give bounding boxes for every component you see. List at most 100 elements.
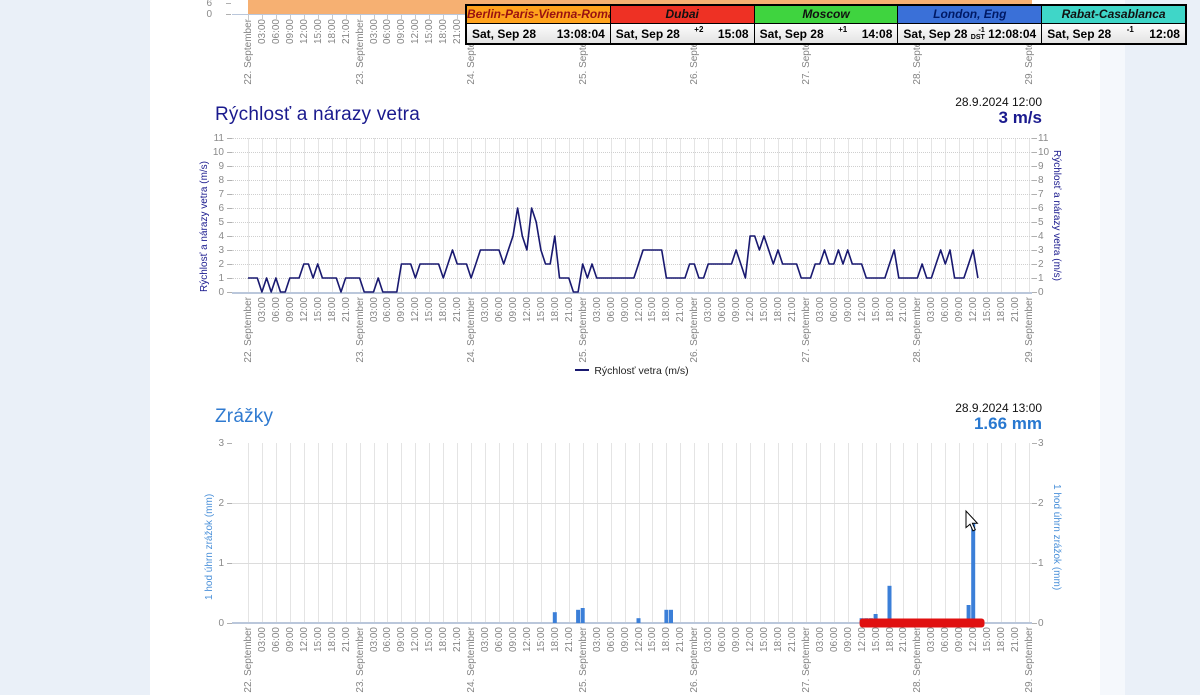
gridline-vertical [987, 138, 989, 292]
x-axis-label: 06:00 [382, 19, 394, 45]
x-axis-label: 12:00 [745, 627, 757, 653]
x-axis-label: 21:00 [898, 627, 910, 653]
wind-y-axis-label-left: Rýchlosť a nárazy vetra (m/s) [199, 160, 210, 292]
x-axis-label: 25. September [577, 627, 589, 693]
gridline-vertical [303, 443, 305, 622]
gridline-vertical [582, 443, 584, 622]
gridline-vertical [526, 443, 528, 622]
x-axis-label: 18:00 [661, 297, 673, 323]
gridline-vertical [875, 138, 877, 292]
gridline-vertical [275, 138, 277, 292]
gridline-vertical [652, 443, 654, 622]
x-axis-label: 06:00 [270, 627, 282, 653]
x-axis-label: 25. September [577, 297, 589, 363]
x-axis-label: 22. September [243, 627, 254, 693]
gridline-vertical [666, 138, 668, 292]
gridline-vertical [889, 443, 891, 622]
y-tick-mark [1032, 443, 1037, 444]
x-axis-label: 09:00 [396, 627, 408, 653]
x-axis-label: 15:00 [424, 19, 436, 45]
clock-city-header: Moscow [754, 6, 898, 24]
gridline-vertical [1015, 138, 1017, 292]
gridline-vertical [540, 443, 542, 622]
page-left-margin [0, 0, 150, 695]
y-axis-tick: 10 [212, 147, 224, 158]
gridline-vertical [429, 443, 431, 622]
page-right-margin [1125, 0, 1200, 695]
gridline-horizontal [232, 194, 1032, 195]
gridline-vertical [1001, 443, 1003, 622]
gridline-vertical [945, 443, 947, 622]
y-tick-mark [227, 278, 232, 279]
x-axis-label: 26. September [689, 627, 701, 693]
clock-time-cell: Sat, Sep 28 13:08:04 [467, 24, 610, 43]
gridline-vertical [624, 138, 626, 292]
y-tick-mark [227, 623, 232, 624]
gridline-vertical [596, 138, 598, 292]
y-tick-mark [227, 152, 232, 153]
x-axis-label: 21:00 [340, 627, 352, 653]
x-axis-label: 03:00 [591, 627, 603, 653]
x-axis-label: 18:00 [884, 297, 896, 323]
x-axis-label: 06:00 [494, 297, 506, 323]
x-axis-label: 06:00 [828, 297, 840, 323]
y-axis-tick: 9 [218, 161, 224, 172]
x-axis-label: 18:00 [772, 627, 784, 653]
y-axis-tick: 8 [218, 175, 224, 186]
gridline-vertical [289, 443, 291, 622]
page-right-strip [1100, 0, 1125, 695]
x-axis-label: 09:00 [507, 297, 519, 323]
gridline-vertical [317, 443, 319, 622]
clock-column: Rabat-Casablanca Sat, Sep 28 -1 12:08 [1041, 6, 1185, 43]
gridline-vertical [345, 443, 347, 622]
clock-city-header: Rabat-Casablanca [1042, 6, 1185, 24]
x-tick-mark [429, 15, 431, 19]
x-axis-label: 15:00 [982, 627, 994, 653]
y-tick-mark [227, 443, 232, 444]
gridline-vertical [1001, 138, 1003, 292]
x-axis-label: 12:00 [410, 297, 422, 323]
x-axis-label: 09:00 [396, 297, 408, 323]
x-axis-label: 09:00 [731, 297, 743, 323]
clock-date: Sat, Sep 28 [759, 26, 824, 41]
clock-date: Sat, Sep 28 [903, 26, 968, 41]
x-tick-mark [303, 15, 305, 19]
x-axis-label: 03:00 [703, 297, 715, 323]
x-axis-label: 21:00 [452, 627, 464, 653]
x-axis-label: 18:00 [549, 297, 561, 323]
gridline-vertical [861, 443, 863, 622]
gridline-vertical [666, 443, 668, 622]
gridline-vertical [387, 443, 389, 622]
x-axis-label: 06:00 [270, 297, 282, 323]
x-axis-label: 09:00 [731, 627, 743, 653]
x-axis-label: 21:00 [340, 297, 352, 323]
x-tick-mark [443, 15, 445, 19]
y-tick-mark [226, 3, 231, 4]
gridline-horizontal [232, 152, 1032, 153]
gridline-horizontal [232, 222, 1032, 223]
gridline-vertical [499, 138, 501, 292]
y-tick-mark [227, 138, 232, 139]
clock-column: London, Eng Sat, Sep 28 -1 DST 12:08:04 [897, 6, 1042, 43]
clock-city-header: Dubai [610, 6, 754, 24]
gridline-vertical [973, 443, 975, 622]
x-axis-label: 12:00 [968, 627, 980, 653]
gridline-vertical [443, 443, 445, 622]
x-axis-label: 09:00 [954, 297, 966, 323]
gridline-vertical [303, 138, 305, 292]
y-axis-tick: 3 [1038, 438, 1044, 449]
gridline-vertical [680, 138, 682, 292]
y-tick-mark [1032, 264, 1037, 265]
x-axis-label: 18:00 [326, 19, 338, 45]
x-axis-label: 15:00 [535, 297, 547, 323]
y-axis-tick: 6 [218, 203, 224, 214]
x-axis-label: 15:00 [870, 627, 882, 653]
x-axis-label: 28. September [912, 297, 924, 363]
gridline-vertical [708, 443, 710, 622]
x-axis-label: 18:00 [996, 627, 1008, 653]
x-axis-label: 12:00 [521, 297, 533, 323]
gridline-vertical [987, 443, 989, 622]
gridline-vertical [903, 138, 905, 292]
gridline-vertical [694, 138, 696, 292]
gridline-vertical [261, 138, 263, 292]
